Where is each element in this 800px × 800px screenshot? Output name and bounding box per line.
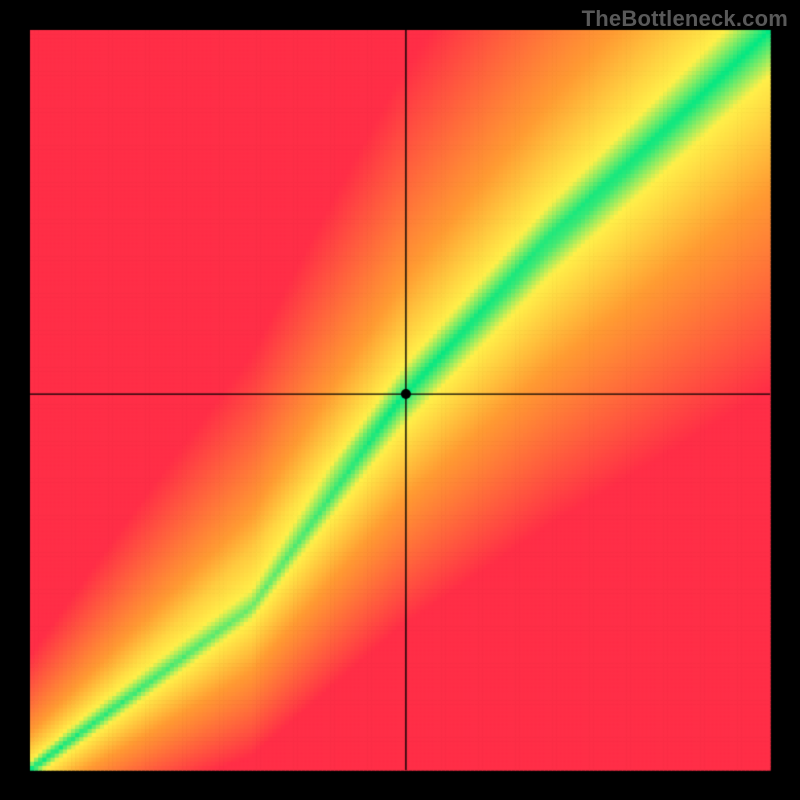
chart-container: TheBottleneck.com [0, 0, 800, 800]
heatmap-canvas [0, 0, 800, 800]
watermark-text: TheBottleneck.com [582, 6, 788, 32]
